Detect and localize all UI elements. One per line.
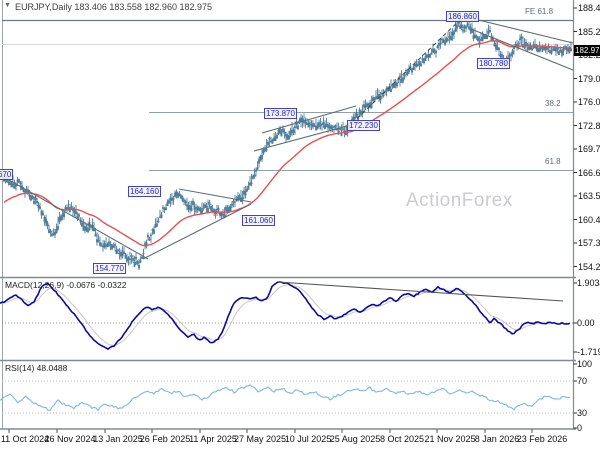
rsi-indicator-label: RSI(14) 48.0488 (5, 363, 68, 373)
symbol-dropdown-icon[interactable]: ▼ (4, 2, 11, 9)
current-price-tag: 182.975 (574, 45, 600, 56)
chart-title: EURJPY,Daily 183.406 183.558 182.960 182… (15, 2, 212, 12)
watermark: ActionForex (406, 190, 513, 211)
macd-indicator-label: MACD(12,26,9) -0.0676 -0.0322 (5, 280, 127, 290)
